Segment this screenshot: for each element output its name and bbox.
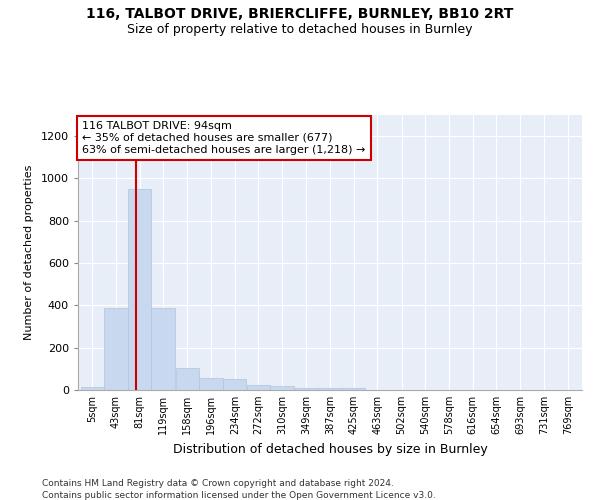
Bar [104, 308, 128, 390]
Bar [319, 388, 341, 390]
Text: 116, TALBOT DRIVE, BRIERCLIFFE, BURNLEY, BB10 2RT: 116, TALBOT DRIVE, BRIERCLIFFE, BURNLEY,… [86, 8, 514, 22]
Bar [342, 388, 365, 390]
Bar [295, 388, 318, 390]
Bar [223, 380, 247, 390]
Bar [199, 378, 223, 390]
Bar [128, 189, 151, 390]
Bar [247, 384, 270, 390]
Text: Contains HM Land Registry data © Crown copyright and database right 2024.: Contains HM Land Registry data © Crown c… [42, 479, 394, 488]
Text: 116 TALBOT DRIVE: 94sqm
← 35% of detached houses are smaller (677)
63% of semi-d: 116 TALBOT DRIVE: 94sqm ← 35% of detache… [82, 122, 365, 154]
Y-axis label: Number of detached properties: Number of detached properties [24, 165, 34, 340]
Bar [271, 386, 294, 390]
Bar [80, 387, 104, 390]
Bar [176, 368, 199, 390]
Text: Distribution of detached houses by size in Burnley: Distribution of detached houses by size … [173, 442, 487, 456]
Text: Contains public sector information licensed under the Open Government Licence v3: Contains public sector information licen… [42, 491, 436, 500]
Text: Size of property relative to detached houses in Burnley: Size of property relative to detached ho… [127, 22, 473, 36]
Bar [151, 308, 175, 390]
